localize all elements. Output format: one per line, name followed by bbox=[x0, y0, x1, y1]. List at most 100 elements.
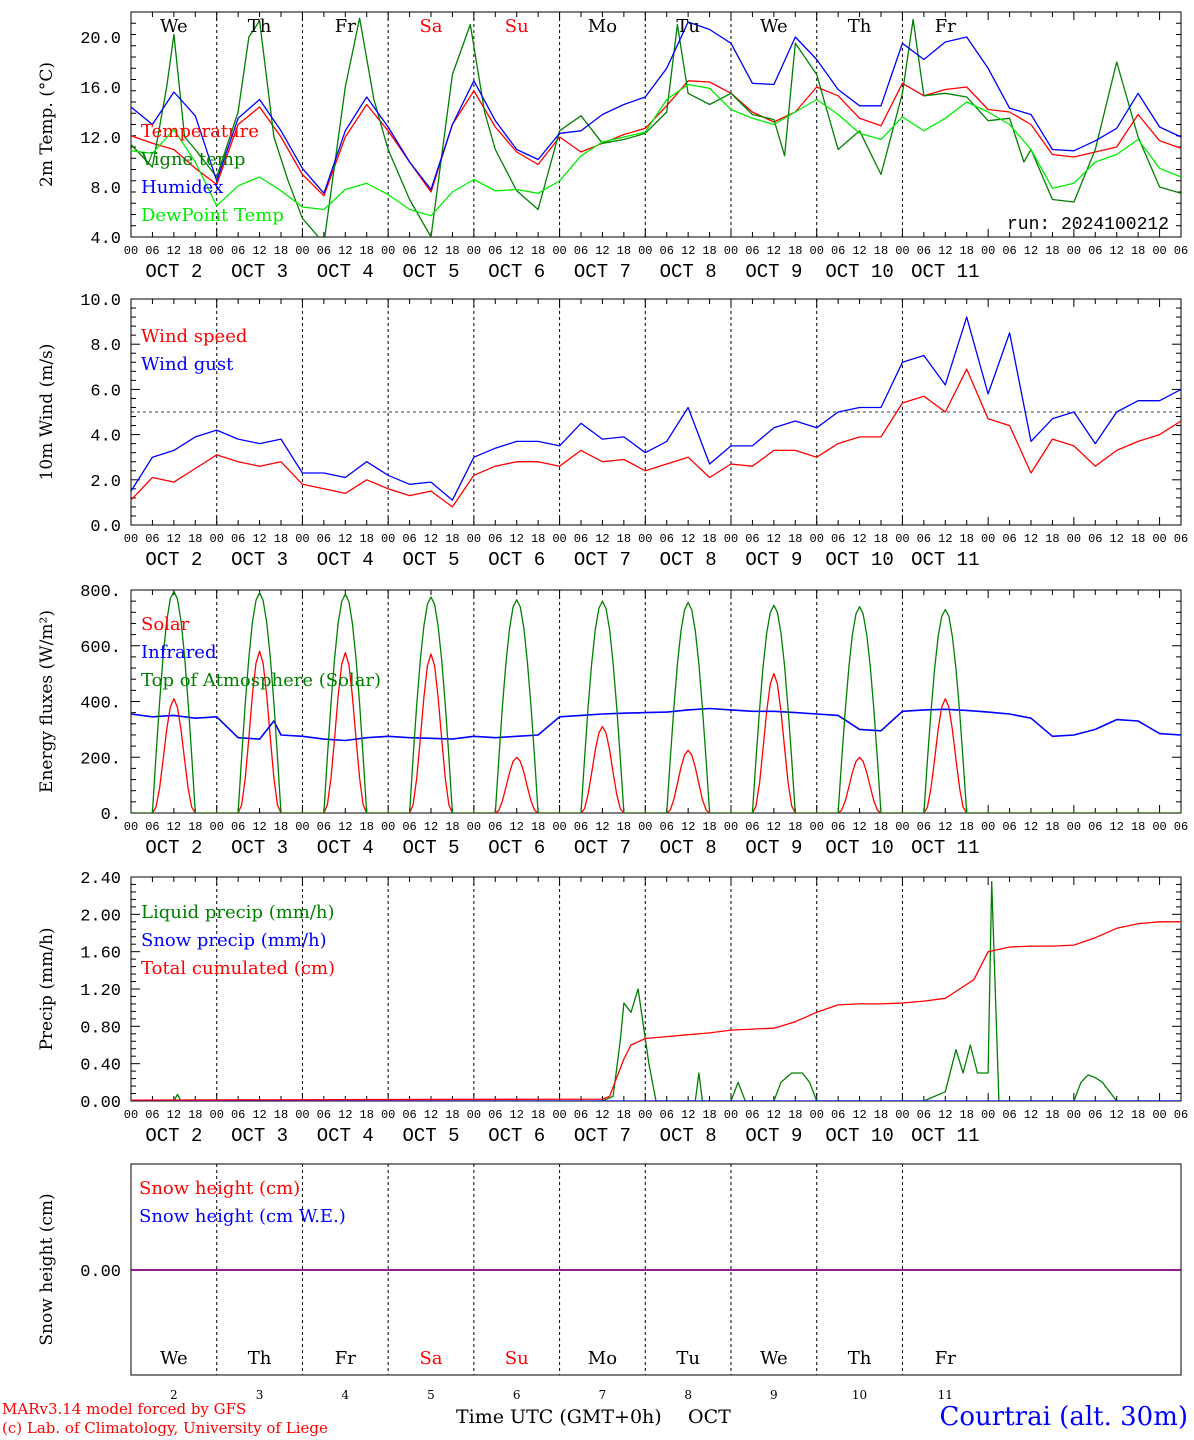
x-day-label: OCT 5 bbox=[402, 837, 459, 859]
x-hour-label: 18 bbox=[531, 532, 545, 546]
weekday-label: We bbox=[160, 1348, 188, 1369]
x-day-label: OCT 6 bbox=[488, 837, 545, 859]
x-hour-label: 00 bbox=[381, 1108, 395, 1122]
day-number: 4 bbox=[341, 1388, 349, 1402]
y-tick-label: 8.0 bbox=[90, 180, 121, 199]
x-hour-label: 12 bbox=[510, 1108, 524, 1122]
weekday-label: Mo bbox=[588, 16, 617, 37]
x-hour-label: 00 bbox=[381, 244, 395, 258]
y-axis-title: Snow height (cm) bbox=[37, 1193, 57, 1345]
x-day-label: OCT 10 bbox=[825, 549, 893, 571]
x-day-label: OCT 8 bbox=[660, 261, 717, 283]
x-hour-label: 00 bbox=[295, 244, 309, 258]
y-tick-label: 0.80 bbox=[80, 1019, 121, 1038]
series-line bbox=[131, 21, 1181, 194]
series-line bbox=[131, 921, 1181, 1101]
x-hour-label: 06 bbox=[745, 1108, 759, 1122]
x-hour-label: 18 bbox=[274, 1108, 288, 1122]
x-hour-label: 00 bbox=[810, 1108, 824, 1122]
x-hour-label: 12 bbox=[595, 532, 609, 546]
legend-entry: Humidex bbox=[141, 177, 223, 198]
x-hour-label: 18 bbox=[188, 532, 202, 546]
legend-entry: Snow height (cm) bbox=[139, 1178, 300, 1199]
x-hour-label: 06 bbox=[1002, 532, 1016, 546]
legend-entry: Solar bbox=[141, 614, 190, 635]
x-hour-label: 00 bbox=[1067, 1108, 1081, 1122]
x-hour-label: 18 bbox=[702, 1108, 716, 1122]
lab-credit: (c) Lab. of Climatology, University of L… bbox=[2, 1419, 328, 1437]
x-hour-label: 00 bbox=[1067, 532, 1081, 546]
x-hour-label: 18 bbox=[274, 532, 288, 546]
x-day-label: OCT 9 bbox=[745, 1125, 802, 1147]
legend-entry: Infrared bbox=[141, 642, 216, 663]
series-line bbox=[131, 316, 1181, 501]
weekday-label: Fr bbox=[335, 1348, 356, 1369]
x-hour-label: 18 bbox=[1045, 532, 1059, 546]
x-hour-label: 18 bbox=[960, 820, 974, 834]
x-hour-label: 18 bbox=[960, 1108, 974, 1122]
x-hour-label: 12 bbox=[167, 244, 181, 258]
x-hour-label: 18 bbox=[702, 244, 716, 258]
x-hour-label: 00 bbox=[638, 244, 652, 258]
y-tick-label: 8.0 bbox=[90, 337, 121, 356]
x-hour-label: 18 bbox=[360, 532, 374, 546]
x-hour-label: 18 bbox=[617, 820, 631, 834]
x-hour-label: 00 bbox=[467, 820, 481, 834]
run-label: run: 2024100212 bbox=[1007, 215, 1169, 235]
series-line bbox=[131, 83, 1181, 217]
x-hour-label: 06 bbox=[1174, 532, 1188, 546]
legend-entry: Liquid precip (mm/h) bbox=[141, 902, 335, 923]
y-tick-label: 2.0 bbox=[90, 473, 121, 492]
x-hour-label: 06 bbox=[917, 1108, 931, 1122]
x-hour-label: 12 bbox=[167, 532, 181, 546]
x-hour-label: 06 bbox=[145, 1108, 159, 1122]
x-hour-label: 00 bbox=[210, 244, 224, 258]
x-hour-label: 18 bbox=[360, 244, 374, 258]
x-day-label: OCT 7 bbox=[574, 549, 631, 571]
x-hour-label: 06 bbox=[831, 532, 845, 546]
x-hour-label: 06 bbox=[402, 820, 416, 834]
x-day-label: OCT 4 bbox=[317, 1125, 374, 1147]
model-credit: MARv3.14 model forced by GFS bbox=[2, 1400, 247, 1418]
y-tick-label: 1.20 bbox=[80, 982, 121, 1001]
x-day-label: OCT 2 bbox=[145, 261, 202, 283]
day-number: 3 bbox=[256, 1388, 264, 1402]
legend-entry: Vigne temp bbox=[140, 149, 245, 170]
x-hour-label: 00 bbox=[895, 820, 909, 834]
weekday-label: Th bbox=[248, 16, 272, 37]
x-hour-label: 00 bbox=[638, 820, 652, 834]
x-hour-label: 12 bbox=[252, 532, 266, 546]
x-hour-label: 06 bbox=[1088, 244, 1102, 258]
day-number: 5 bbox=[427, 1388, 435, 1402]
x-hour-label: 00 bbox=[210, 820, 224, 834]
x-hour-label: 06 bbox=[317, 532, 331, 546]
x-hour-label: 06 bbox=[317, 1108, 331, 1122]
x-hour-label: 06 bbox=[574, 820, 588, 834]
weekday-label: We bbox=[160, 16, 188, 37]
x-day-label: OCT 2 bbox=[145, 1125, 202, 1147]
y-tick-label: 6.0 bbox=[90, 382, 121, 401]
x-hour-label: 00 bbox=[1152, 532, 1166, 546]
day-number: 9 bbox=[770, 1388, 778, 1402]
x-hour-label: 18 bbox=[702, 532, 716, 546]
panel-wind: 00 06 12 18 00 06 12 18 00 06 12 18 00 06 12 18 00 06 12 18… bbox=[37, 292, 1188, 571]
x-hour-label: 18 bbox=[702, 820, 716, 834]
x-day-label: OCT 6 bbox=[488, 1125, 545, 1147]
series-line bbox=[131, 17, 1181, 237]
x-hour-label: 06 bbox=[660, 820, 674, 834]
x-hour-label: 06 bbox=[145, 820, 159, 834]
x-hour-label: 18 bbox=[274, 820, 288, 834]
x-hour-label: 12 bbox=[595, 1108, 609, 1122]
x-axis-title: Time UTC (GMT+0h) bbox=[456, 1406, 662, 1428]
x-hour-label: 06 bbox=[1002, 244, 1016, 258]
series-line bbox=[131, 881, 1181, 1101]
x-hour-label: 00 bbox=[124, 1108, 138, 1122]
x-hour-label: 00 bbox=[210, 532, 224, 546]
y-tick-label: 12.0 bbox=[80, 130, 121, 149]
x-hour-label: 12 bbox=[510, 532, 524, 546]
y-tick-label: 2.40 bbox=[80, 870, 121, 889]
weekday-label: Su bbox=[505, 1348, 529, 1369]
x-hour-label: 18 bbox=[445, 244, 459, 258]
x-hour-label: 06 bbox=[1088, 1108, 1102, 1122]
y-axis-title: Precip (mm/h) bbox=[37, 927, 57, 1050]
